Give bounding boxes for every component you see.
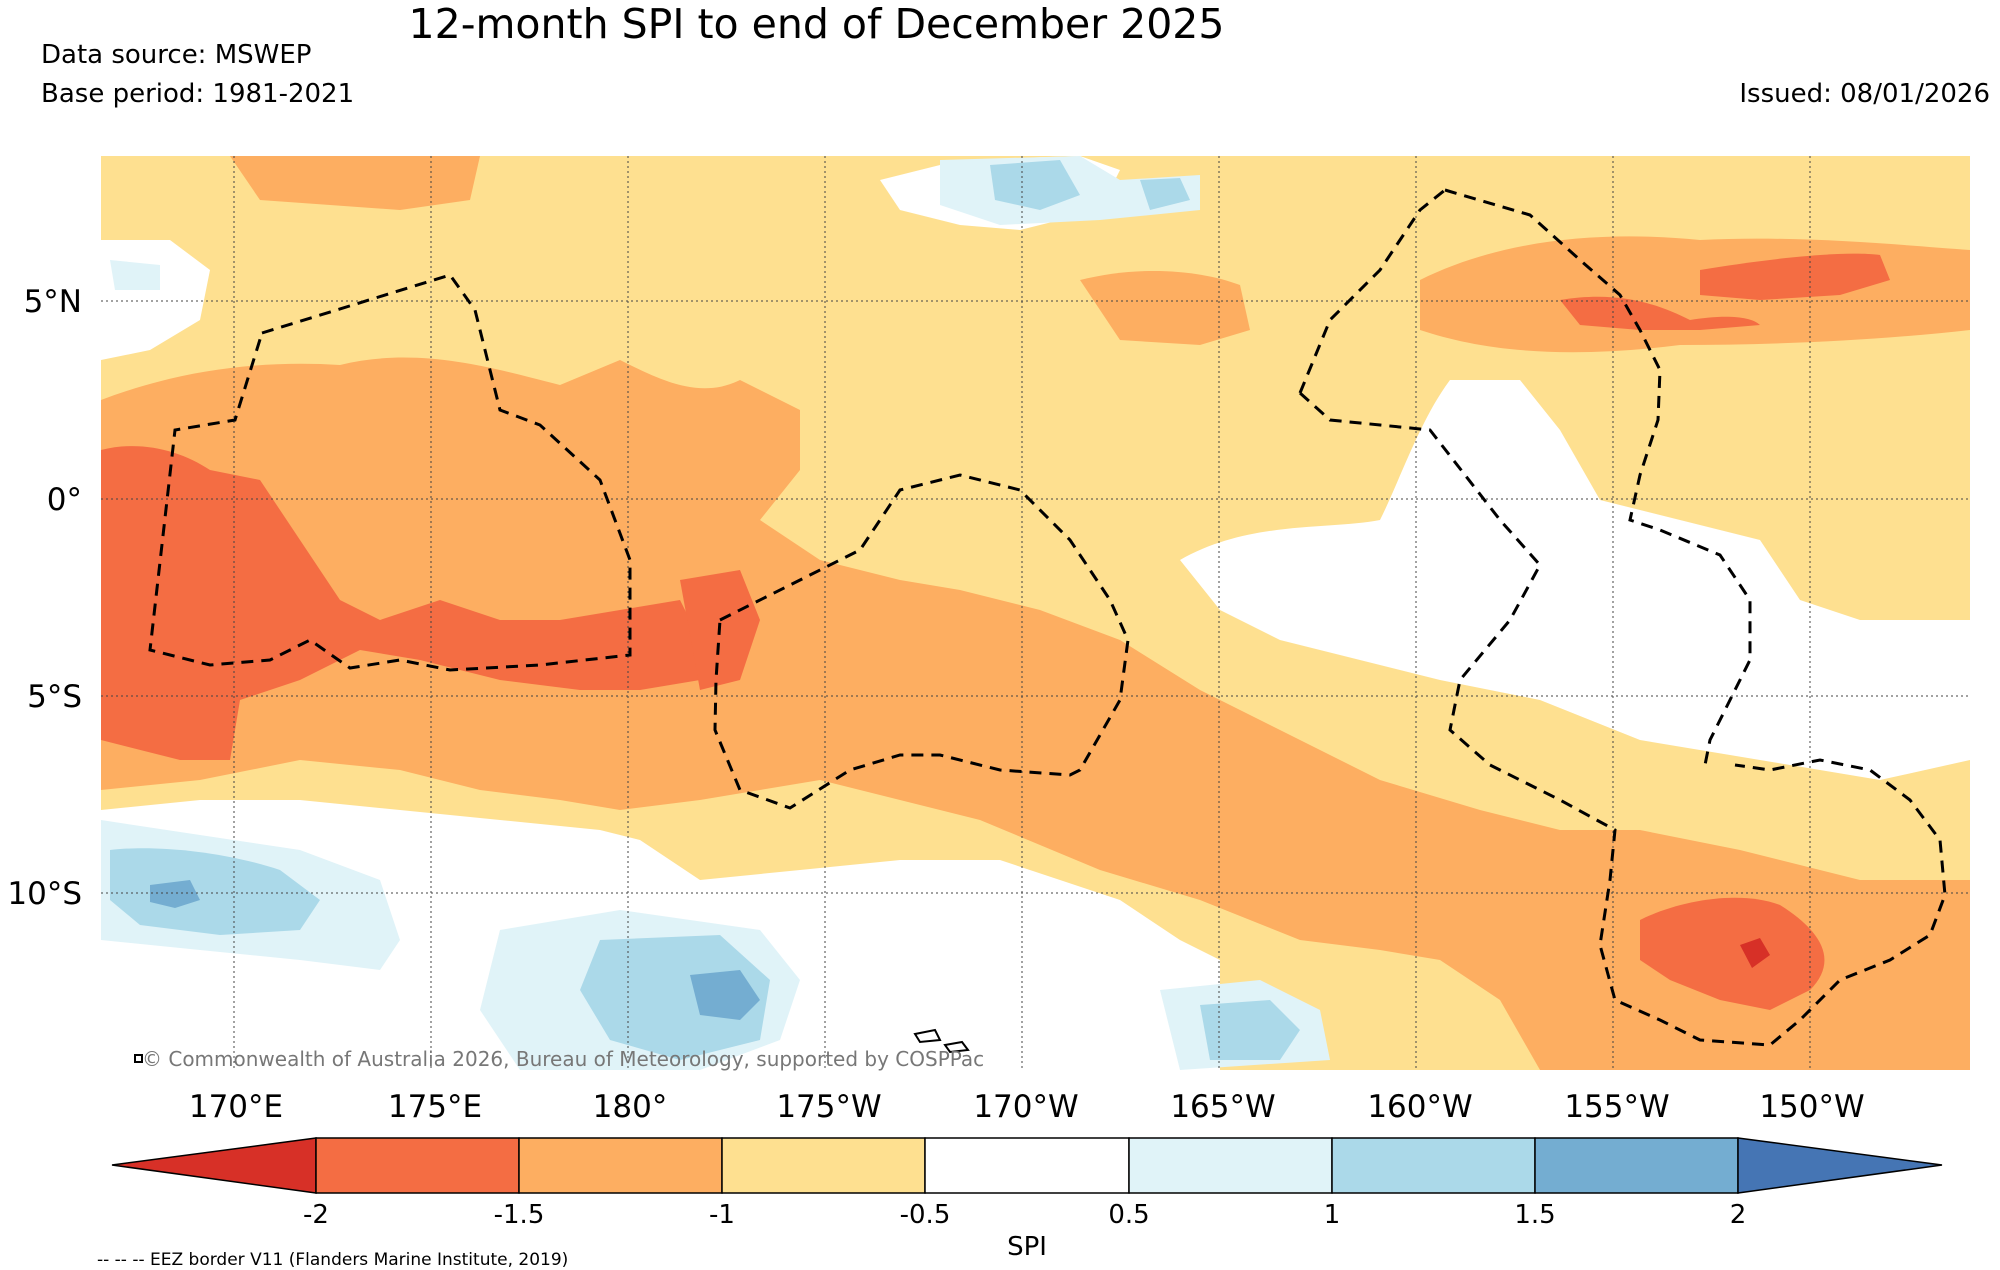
spi-region-normal-east (1180, 380, 1970, 780)
spi-region-moderately-wet-north2 (1140, 178, 1190, 210)
lon-label-170W: 170°W (973, 1089, 1078, 1125)
colorbar-tick-label: 2 (1729, 1200, 1747, 1230)
island-samoa-east (943, 1040, 970, 1054)
base-period-text: Base period: 1981-2021 (41, 79, 355, 109)
spi-region-moderate-dry-central (1080, 270, 1250, 345)
lat-label-0: 0° (47, 482, 82, 518)
spi-region-moderately-wet-north (990, 160, 1080, 210)
colorbar-tick-label: 1.5 (1514, 1200, 1556, 1230)
lat-label-10S: 10°S (7, 876, 82, 912)
lon-label-180: 180° (593, 1089, 668, 1125)
colorbar-segment-3 (721, 1137, 926, 1194)
colorbar-segment-7 (1534, 1137, 1739, 1194)
lon-label-170E: 170°E (189, 1089, 283, 1125)
colorbar-tick-label: -1 (709, 1200, 735, 1230)
spi-region-moderately-wet-sw (110, 848, 320, 935)
map-title: 12-month SPI to end of December 2025 (408, 0, 1225, 48)
graticule (101, 156, 1970, 1070)
colorbar-segment-4 (924, 1137, 1130, 1194)
colorbar-tick-label: -2 (303, 1200, 329, 1230)
colorbar-tick-label: 0.5 (1108, 1200, 1150, 1230)
eez-border-tokelau (713, 473, 1130, 810)
copyright-notice: © Commonwealth of Australia 2026, Bureau… (142, 1047, 985, 1071)
lon-label-165W: 165°W (1170, 1089, 1275, 1125)
spi-region-severe-dry-west (101, 446, 700, 760)
metadata-left: Data source: MSWEP Base period: 1981-202… (41, 36, 354, 114)
colorbar-segment-2 (518, 1137, 723, 1194)
colorbar-tick-label: -1.5 (493, 1200, 545, 1230)
spi-region-severe-dry-southeast (1640, 897, 1825, 1010)
colorbar (111, 1137, 1943, 1194)
lon-label-155W: 155°W (1564, 1089, 1669, 1125)
longitude-labels: 170°E 175°E 180° 175°W 170°W 165°W 160°W… (189, 1089, 1865, 1125)
eez-border-kiribati-gilbert (148, 273, 632, 672)
island-sw (134, 1054, 143, 1063)
eez-borders (148, 188, 1947, 1047)
latitude-labels: 5°N 0° 5°S 10°S (7, 284, 82, 912)
colorbar-tick-label: 1 (1323, 1200, 1341, 1230)
spi-region-slightly-wet-nw (110, 260, 160, 290)
colorbar-segment-5 (1128, 1137, 1333, 1194)
islands (134, 1028, 970, 1063)
spi-region-very-wet-south (690, 970, 760, 1020)
eez-legend-note: -- -- -- EEZ border V11 (Flanders Marine… (97, 1250, 569, 1270)
colorbar-segment-6 (1331, 1137, 1536, 1194)
issued-date: Issued: 08/01/2026 (1739, 79, 1990, 109)
spi-region-severe-dry-northeast (1560, 296, 1760, 330)
lon-label-175W: 175°W (776, 1089, 881, 1125)
island-samoa (913, 1028, 942, 1044)
colorbar-title: SPI (1007, 1232, 1047, 1262)
spi-region-moderate-dry-north (230, 156, 480, 210)
lat-label-5S: 5°S (27, 679, 82, 715)
spi-region-moderate-dry-northeast (1420, 236, 1970, 353)
spi-region-very-wet-sw (150, 880, 200, 908)
spi-region-moderate-dry (101, 357, 1970, 1070)
data-source-text: Data source: MSWEP (41, 40, 312, 70)
spi-region-extreme-dry (1740, 938, 1770, 968)
lon-label-160W: 160°W (1367, 1089, 1472, 1125)
lat-label-5N: 5°N (24, 284, 82, 320)
colorbar-tick-label: -0.5 (899, 1200, 951, 1230)
colorbar-extend-low (111, 1137, 317, 1194)
lon-label-175E: 175°E (388, 1089, 482, 1125)
spi-region-severe-dry-northeast2 (1700, 253, 1890, 300)
colorbar-segment-1 (315, 1137, 520, 1194)
eez-border-line-islands (1444, 188, 1752, 766)
colorbar-extend-high (1737, 1137, 1943, 1194)
spi-region-moderately-wet-southcentral (1200, 1000, 1300, 1060)
lon-label-150W: 150°W (1759, 1089, 1864, 1125)
eez-border-phoenix (1298, 188, 1947, 1047)
